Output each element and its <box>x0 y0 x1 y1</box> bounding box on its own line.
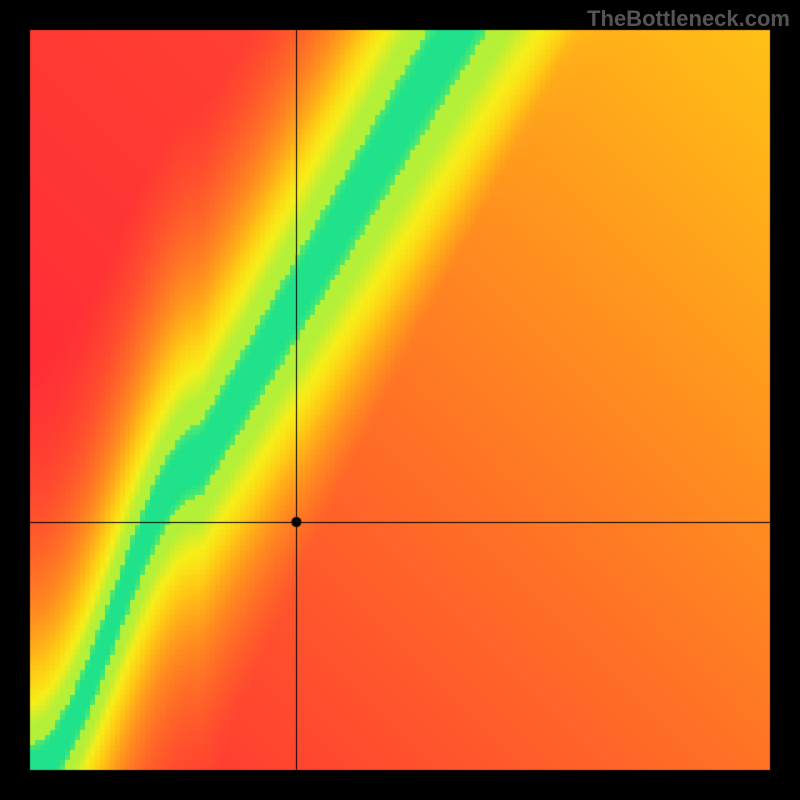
watermark-text: TheBottleneck.com <box>587 6 790 32</box>
chart-container: TheBottleneck.com <box>0 0 800 800</box>
bottleneck-heatmap <box>0 0 800 800</box>
